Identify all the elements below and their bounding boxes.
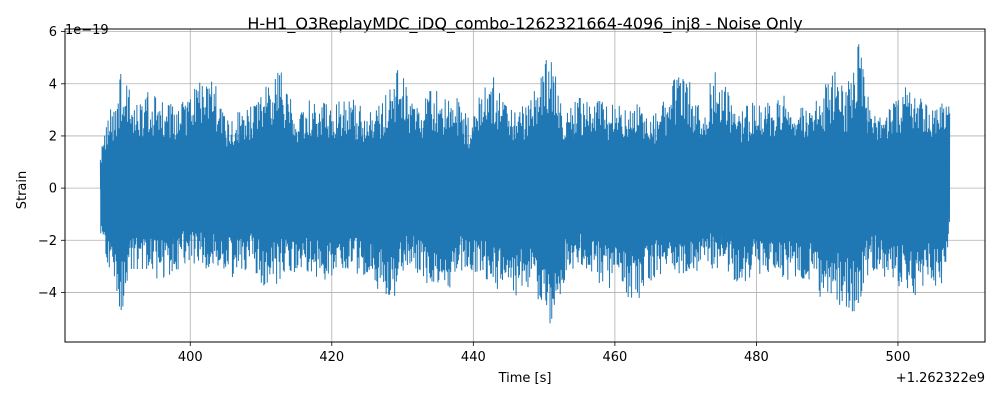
- x-tick-label: 440: [461, 350, 486, 365]
- x-axis-label: Time [s]: [498, 371, 552, 386]
- x-tick-label: 500: [886, 350, 911, 365]
- strain-series-line: [99, 44, 951, 324]
- y-tick-label: −4: [38, 286, 57, 301]
- x-axis-ticks: 400 420 440 460 480 500: [178, 342, 911, 365]
- x-tick-label: 460: [602, 350, 627, 365]
- y-tick-label: 4: [49, 77, 57, 92]
- plot-area: [99, 44, 951, 324]
- x-offset-label: +1.262322e9: [896, 371, 985, 386]
- x-tick-label: 400: [178, 350, 203, 365]
- y-axis-label: Strain: [15, 171, 30, 210]
- plot-frame: [64, 28, 986, 343]
- chart-title: H-H1_O3ReplayMDC_iDQ_combo-1262321664-40…: [247, 14, 802, 34]
- x-tick-label: 480: [744, 350, 769, 365]
- x-tick-label: 420: [319, 350, 344, 365]
- y-tick-label: 2: [49, 129, 57, 144]
- y-tick-label: 6: [49, 25, 57, 40]
- y-scale-label: 1e−19: [65, 23, 109, 38]
- y-tick-label: −2: [38, 234, 57, 249]
- y-tick-label: 0: [49, 182, 57, 197]
- y-axis-ticks: −4 −2 0 2 4 6: [38, 25, 65, 301]
